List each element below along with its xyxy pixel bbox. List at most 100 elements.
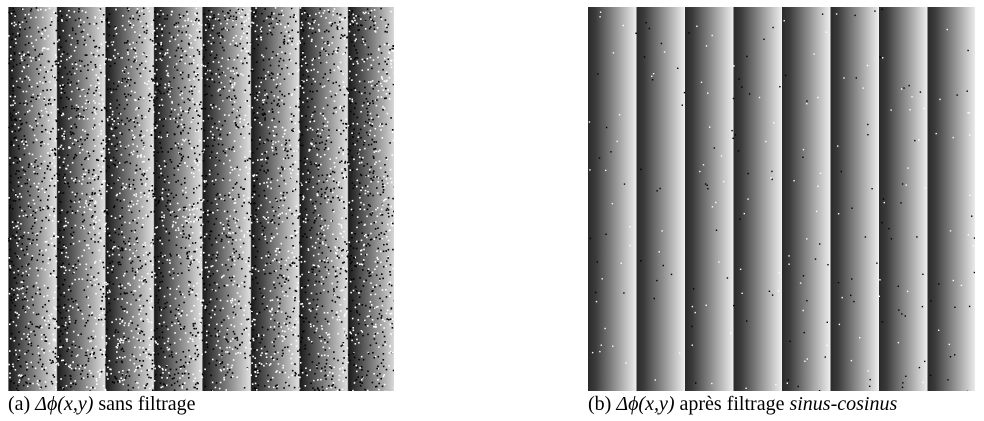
speckle [318,247,321,249]
speckle [291,374,293,377]
speckle [94,387,96,390]
speckle [294,333,297,336]
speckle [239,106,242,109]
speckle [135,328,137,330]
speckle [117,85,119,87]
speckle [293,256,296,258]
speckle [231,103,234,106]
speckle [300,256,303,258]
speckle [56,14,58,17]
speckle [187,111,189,114]
speckle [291,43,293,46]
speckle [367,100,369,103]
speckle [104,230,106,233]
speckle [51,162,53,165]
speckle [302,317,304,319]
speckle [253,202,256,204]
speckle [332,372,334,374]
speckle [336,25,339,27]
speckle [193,71,195,73]
speckle [41,131,44,133]
speckle [264,238,267,241]
speckle [350,208,353,211]
speckle [153,329,156,332]
speckle [155,199,157,201]
speckle [121,321,123,323]
speckle [41,368,43,370]
speckle [312,254,315,257]
speckle [199,319,201,321]
speckle [343,298,346,300]
speckle [35,120,37,122]
speckle [309,229,311,231]
speckle [265,93,268,95]
speckle [30,342,33,344]
speckle [236,7,239,10]
speckle [54,352,57,355]
speckle [88,171,90,174]
speckle [351,10,353,12]
speckle [266,95,269,98]
speckle [158,44,161,46]
speckle [119,141,121,143]
speckle [368,315,370,317]
speckle [26,35,28,38]
speckle [161,34,164,37]
speckle [311,271,314,273]
speckle [389,264,392,266]
speckle [271,149,274,152]
speckle [145,313,148,315]
speckle [166,91,169,93]
speckle [63,135,65,138]
speckle [284,52,287,55]
speckle [287,207,290,210]
speckle [147,272,149,275]
speckle [14,369,17,371]
speckle [195,327,197,330]
speckle [393,18,394,20]
speckle [120,348,123,351]
speckle [369,124,372,126]
speckle [17,177,20,179]
speckle [142,26,145,29]
speckle [112,250,115,253]
speckle [249,341,251,344]
speckle [379,167,382,169]
speckle [69,305,72,307]
speckle [155,342,157,344]
speckle [71,90,73,93]
speckle [393,72,394,75]
speckle [41,187,43,190]
speckle [111,260,114,263]
speckle [374,31,377,33]
speckle [356,304,358,306]
speckle [317,23,320,26]
speckle [196,258,198,261]
speckle [312,202,314,205]
speckle [166,65,169,67]
speckle [376,317,379,320]
speckle [249,93,252,96]
speckle [280,197,282,200]
speckle [257,159,259,161]
speckle [169,56,171,59]
speckle [370,223,372,225]
speckle [358,313,361,316]
speckle [345,278,347,280]
speckle [188,217,190,220]
speckle [27,190,29,193]
speckle [343,52,346,54]
speckle [188,290,190,293]
speckle [298,259,301,261]
speckle [58,267,60,269]
speckle [12,85,15,87]
speckle [239,145,242,148]
speckle [152,384,154,387]
speckle [94,217,96,220]
speckle [244,89,247,92]
speckle [306,374,308,377]
speckle [42,208,44,211]
speckle [252,297,255,299]
speckle [189,107,191,109]
speckle [124,221,126,224]
